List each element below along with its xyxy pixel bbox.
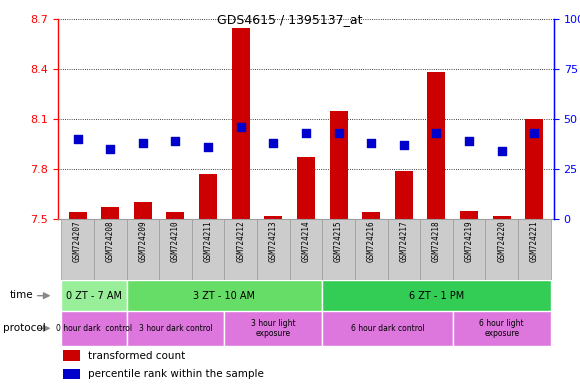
Bar <box>453 219 485 280</box>
Point <box>171 138 180 144</box>
Point <box>530 130 539 136</box>
Bar <box>134 202 152 219</box>
Bar <box>257 219 289 280</box>
Bar <box>264 215 282 219</box>
Text: GSM724221: GSM724221 <box>530 221 539 262</box>
Bar <box>297 157 315 219</box>
Text: GSM724214: GSM724214 <box>302 221 310 262</box>
Bar <box>232 28 249 219</box>
Bar <box>68 212 86 219</box>
Bar <box>420 219 453 280</box>
Text: GSM724215: GSM724215 <box>334 221 343 262</box>
Bar <box>166 212 184 219</box>
Bar <box>518 219 550 280</box>
Bar <box>427 73 445 219</box>
Text: percentile rank within the sample: percentile rank within the sample <box>88 369 264 379</box>
Text: transformed count: transformed count <box>88 351 185 361</box>
Bar <box>102 207 119 219</box>
Bar <box>453 311 550 346</box>
Text: GSM724207: GSM724207 <box>73 221 82 262</box>
Text: GSM724220: GSM724220 <box>497 221 506 262</box>
Point <box>204 144 213 150</box>
Text: 6 hour light
exposure: 6 hour light exposure <box>480 319 524 338</box>
Point <box>138 140 147 146</box>
Text: GSM724217: GSM724217 <box>399 221 408 262</box>
Text: GSM724219: GSM724219 <box>465 221 474 262</box>
Text: 3 hour dark control: 3 hour dark control <box>139 324 212 333</box>
Point <box>367 140 376 146</box>
Bar <box>387 219 420 280</box>
Text: GSM724213: GSM724213 <box>269 221 278 262</box>
Text: time: time <box>9 290 33 300</box>
Text: GSM724218: GSM724218 <box>432 221 441 262</box>
Bar <box>61 280 126 311</box>
Text: GSM724209: GSM724209 <box>138 221 147 262</box>
Bar <box>322 311 453 346</box>
Point <box>73 136 82 142</box>
Point <box>236 124 245 130</box>
Point <box>269 140 278 146</box>
Bar <box>61 311 126 346</box>
Text: GSM724216: GSM724216 <box>367 221 376 262</box>
Bar <box>94 219 126 280</box>
Text: 0 hour dark  control: 0 hour dark control <box>56 324 132 333</box>
Point <box>302 130 311 136</box>
Bar <box>329 111 347 219</box>
Text: 3 hour light
exposure: 3 hour light exposure <box>251 319 296 338</box>
Point <box>497 148 506 154</box>
Bar <box>322 280 550 311</box>
Point <box>334 130 343 136</box>
Point <box>106 146 115 152</box>
Bar <box>159 219 192 280</box>
Bar <box>126 219 159 280</box>
Bar <box>63 350 80 361</box>
Bar <box>61 219 94 280</box>
Text: 3 ZT - 10 AM: 3 ZT - 10 AM <box>193 291 255 301</box>
Bar <box>395 170 413 219</box>
Text: 0 ZT - 7 AM: 0 ZT - 7 AM <box>66 291 122 301</box>
Bar <box>362 212 380 219</box>
Point <box>432 130 441 136</box>
Text: GSM724211: GSM724211 <box>204 221 213 262</box>
Bar <box>199 174 217 219</box>
Bar <box>224 219 257 280</box>
Text: GSM724208: GSM724208 <box>106 221 115 262</box>
Text: protocol: protocol <box>3 323 46 333</box>
Text: 6 ZT - 1 PM: 6 ZT - 1 PM <box>409 291 464 301</box>
Bar <box>63 369 80 379</box>
Bar <box>460 210 478 219</box>
Bar <box>485 219 518 280</box>
Point <box>465 138 474 144</box>
Bar <box>355 219 387 280</box>
Text: GSM724210: GSM724210 <box>171 221 180 262</box>
Bar <box>525 119 543 219</box>
Bar <box>126 280 322 311</box>
Bar <box>126 311 224 346</box>
Text: 6 hour dark control: 6 hour dark control <box>351 324 425 333</box>
Bar <box>224 311 322 346</box>
Text: GSM724212: GSM724212 <box>236 221 245 262</box>
Bar <box>322 219 355 280</box>
Point <box>399 142 408 148</box>
Bar <box>493 215 510 219</box>
Text: GDS4615 / 1395137_at: GDS4615 / 1395137_at <box>218 13 362 26</box>
Bar <box>192 219 224 280</box>
Bar <box>289 219 322 280</box>
